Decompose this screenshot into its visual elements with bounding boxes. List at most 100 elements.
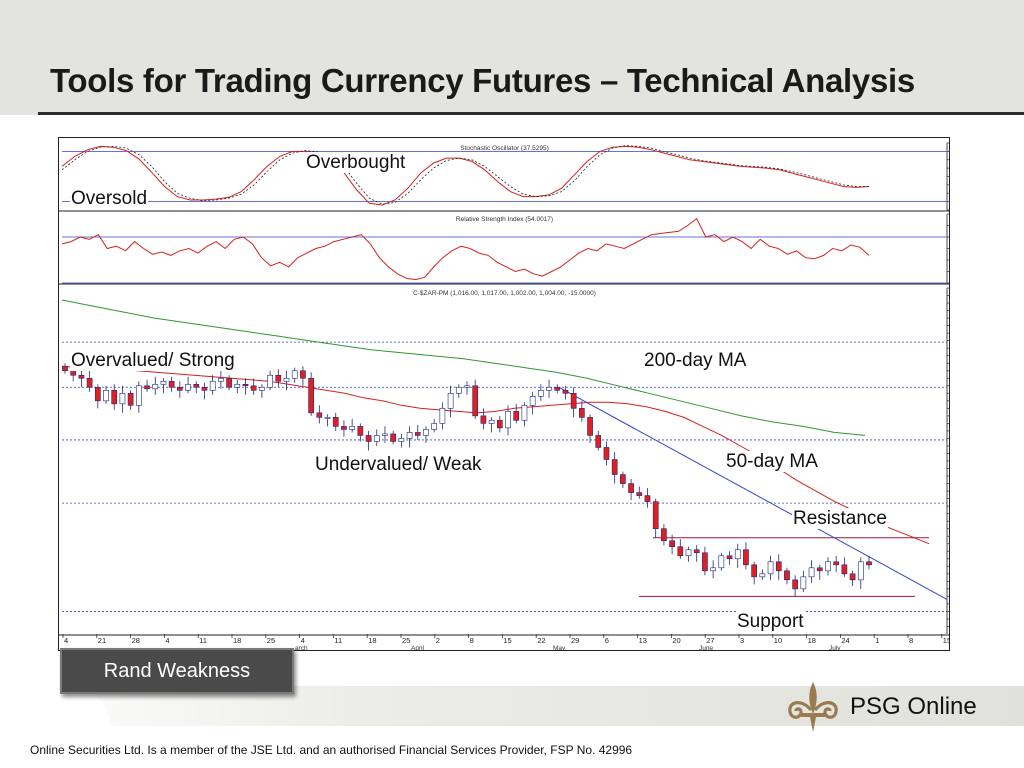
candle-body [177, 386, 183, 391]
candle-body [357, 426, 364, 436]
candle-body [636, 492, 643, 496]
candle-body [193, 383, 200, 388]
rsi-title: Relative Strength Index (54.0017) [456, 216, 553, 223]
candle-body [644, 495, 651, 502]
candle-body [554, 386, 561, 391]
month-label: June [699, 645, 713, 650]
candle-body [103, 389, 109, 402]
x-tick-label: 3 [740, 636, 744, 645]
footer-disclaimer: Online Securities Ltd. Is a member of th… [30, 743, 633, 757]
candle-body [209, 380, 216, 391]
candle-body [242, 383, 249, 387]
candle-body [275, 374, 282, 382]
candle-body [628, 483, 634, 493]
candle-body [144, 385, 150, 390]
candle-body [480, 415, 487, 424]
candle-body [677, 546, 684, 557]
candle-body [431, 423, 438, 430]
candle-body [784, 570, 790, 581]
annotation-overvalued: Overvalued/ Strong [70, 350, 236, 371]
x-tick-label: 15 [943, 636, 949, 645]
x-axis: 4 21 28 4 11 18 25 4 11 18 25 2 8 15 22 29 6 13 20 27 3 10 18 2… [62, 634, 949, 650]
candle-body [168, 380, 175, 388]
candle-body [423, 429, 429, 436]
candle-body [398, 438, 405, 442]
candle-body [94, 386, 101, 402]
stochastic-title: Stochastic Oscillator (37.5295) [460, 145, 549, 152]
candle-body [250, 385, 257, 391]
candle-body [726, 555, 733, 560]
candle-body [332, 417, 339, 427]
candle-body [537, 389, 544, 397]
candle-body [373, 435, 380, 442]
x-tick-label: 18 [368, 636, 376, 645]
candle-body [866, 561, 872, 566]
price-title: C-$ZAR-PM (1,016.00, 1,017.00, 1,002.00,… [413, 290, 596, 297]
candle-body [693, 549, 700, 554]
annotation-support: Support [736, 611, 805, 632]
x-tick-label: 4 [301, 636, 305, 645]
candle-body [472, 385, 479, 417]
x-tick-label: 8 [909, 636, 913, 645]
candle-body [825, 561, 831, 572]
candle-body [291, 370, 298, 379]
x-tick-label: 13 [639, 636, 647, 645]
x-tick-label: 24 [841, 636, 849, 645]
rand-weakness-tab[interactable]: Rand Weakness [60, 648, 294, 694]
stochastic-k-line [61, 145, 870, 206]
slide-title: Tools for Trading Currency Futures – Tec… [50, 62, 915, 99]
candle-body [505, 411, 511, 429]
candle-body [382, 433, 388, 436]
candle-body [546, 386, 552, 391]
candle-body [587, 417, 593, 436]
candle-body [570, 393, 577, 409]
candle-body [127, 393, 134, 406]
month-label: arch [295, 645, 308, 650]
technical-chart: 102030405060708090Stochastic Oscillator … [59, 142, 949, 650]
x-tick-label: 18 [808, 636, 816, 645]
candle-body [70, 370, 77, 376]
candle-body [513, 411, 520, 421]
candle-body [464, 385, 470, 388]
candle-body [300, 370, 306, 379]
ma200-line [61, 299, 866, 436]
x-tick-label: 25 [267, 636, 275, 645]
candle-body [414, 432, 421, 436]
candle-body [218, 377, 224, 382]
month-label: April [411, 645, 425, 650]
candle-body [308, 377, 314, 414]
ma50-line [61, 365, 930, 545]
candle-body [406, 432, 413, 439]
candle-body [185, 383, 191, 391]
candle-body [603, 447, 610, 460]
stochastic-panel: 102030405060708090Stochastic Oscillator … [59, 142, 949, 212]
x-tick-label: 6 [605, 636, 609, 645]
candle-body [152, 383, 159, 390]
title-rule [38, 112, 1024, 115]
candle-body [521, 405, 528, 421]
candle-body [669, 540, 675, 548]
x-tick-label: 20 [672, 636, 680, 645]
rsi-panel: 30405060708090Relative Strength Index (5… [59, 213, 949, 285]
psg-fleur-de-lis-icon [783, 680, 843, 734]
header-band [0, 0, 1024, 115]
candle-body [808, 567, 815, 578]
candle-body [349, 426, 355, 430]
x-tick-label: 4 [165, 636, 169, 645]
x-tick-label: 25 [402, 636, 410, 645]
annotation-oversold: Oversold [70, 188, 149, 209]
annotation-50-day-ma: 50-day MA [725, 451, 819, 472]
candle-body [562, 389, 569, 394]
candle-body [685, 549, 692, 557]
candle-body [267, 374, 273, 388]
candle-body [160, 380, 167, 385]
annotation-resistance: Resistance [792, 508, 888, 529]
month-label: July [829, 645, 841, 650]
candle-body [316, 412, 323, 418]
candle-body [710, 567, 716, 572]
stochastic-d-line [61, 145, 869, 205]
candle-body [841, 564, 848, 575]
candle-body [611, 459, 618, 475]
annotation-undervalued: Undervalued/ Weak [314, 454, 483, 475]
candle-body [792, 579, 799, 590]
